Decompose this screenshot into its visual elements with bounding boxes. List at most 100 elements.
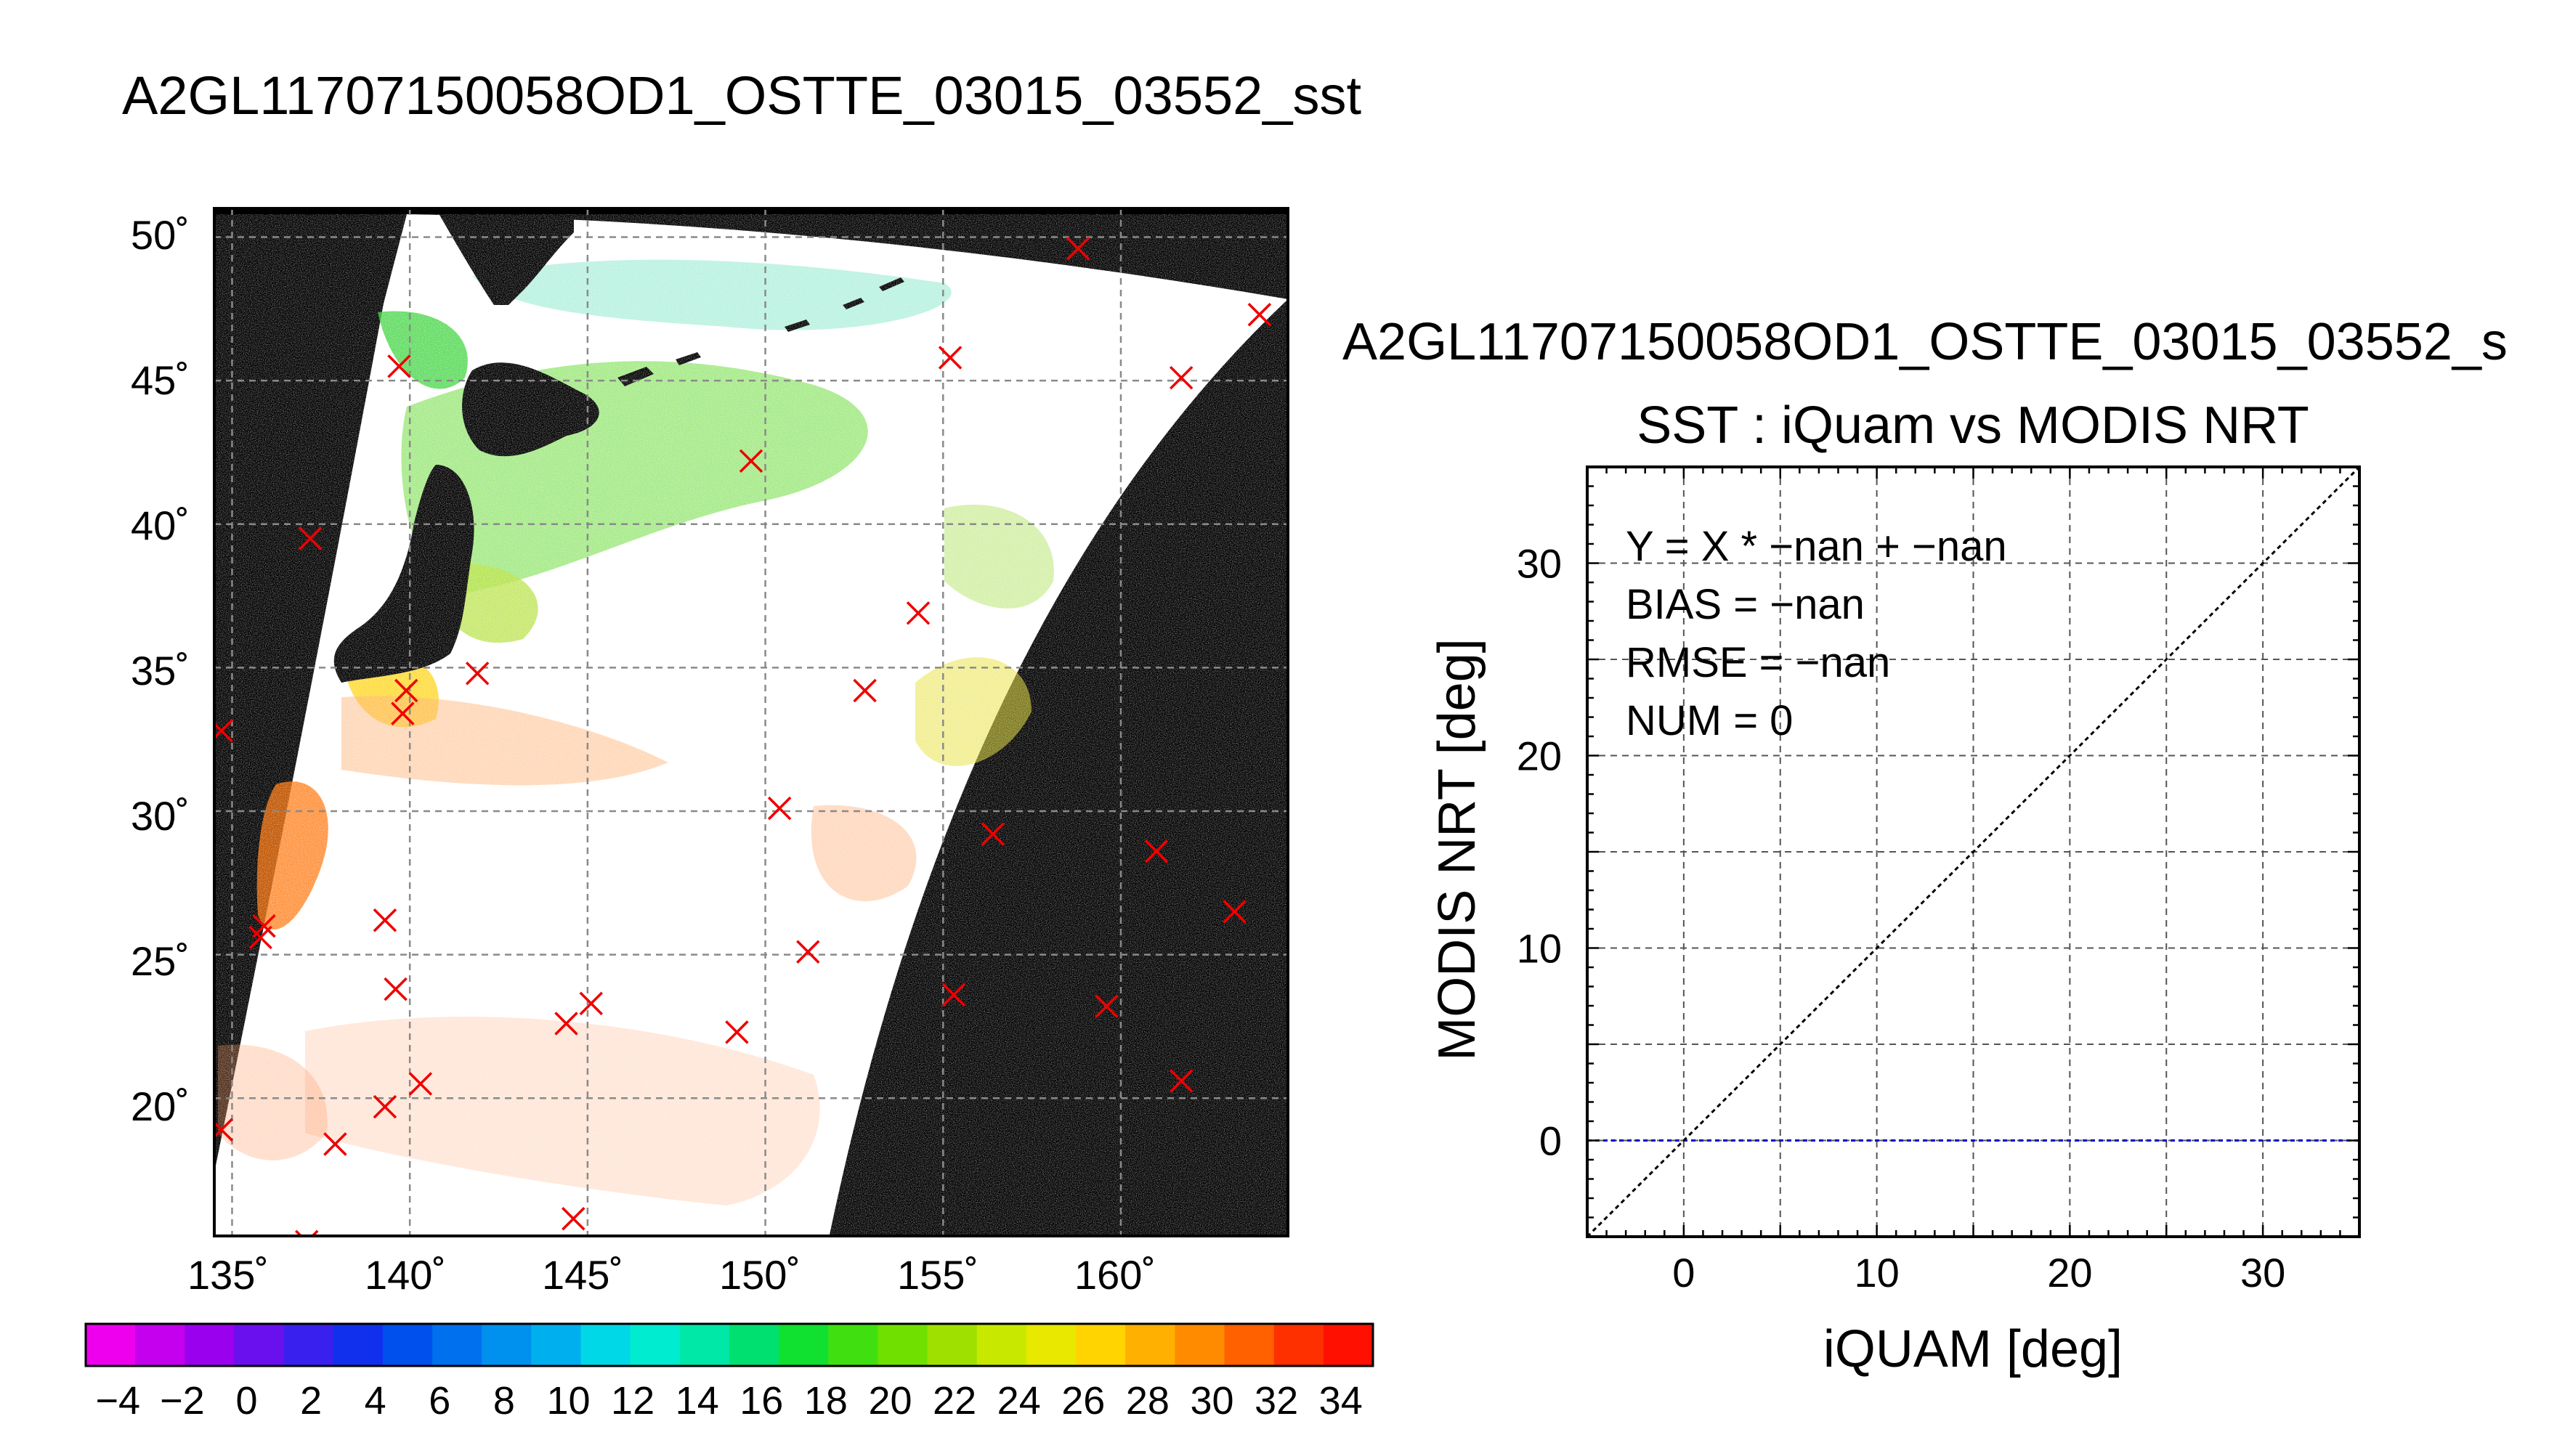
colorbar-cell	[432, 1324, 482, 1366]
colorbar-cell	[976, 1324, 1027, 1366]
scatter-x-tick-label: 10	[1854, 1250, 1899, 1296]
scatter-x-label: iQUAM [deg]	[1823, 1320, 2123, 1378]
map-lon-labels: 135˚ 140˚ 145˚ 150˚ 155˚ 160˚	[187, 1252, 1156, 1298]
colorbar-cell	[234, 1324, 285, 1366]
scatter-x-tick-labels: 0 10 20 30	[1672, 1250, 2285, 1296]
station-marker-stroke	[767, 796, 792, 821]
station-marker	[1247, 303, 1272, 327]
station-marker	[579, 991, 604, 1016]
lat-tick-25: 25˚	[131, 938, 190, 984]
colorbar-cell	[86, 1324, 136, 1366]
colorbar-cell	[185, 1324, 235, 1366]
station-marker	[562, 1207, 585, 1231]
station-marker	[1066, 237, 1090, 261]
scatter-y-label: MODIS NRT [deg]	[1428, 638, 1486, 1061]
colorbar-tick-label: 6	[429, 1379, 450, 1423]
colorbar-tick-label: 24	[997, 1379, 1041, 1423]
scatter-x-tick-label: 30	[2240, 1250, 2285, 1296]
station-marker	[767, 796, 792, 821]
colorbar-tick-label: 8	[493, 1379, 515, 1423]
map-title: A2GL11707150058OD1_OSTTE_03015_03552_sst	[122, 65, 1361, 126]
station-marker-stroke	[938, 346, 963, 370]
scatter-title: SST : iQuam vs MODIS NRT	[1637, 396, 2309, 455]
station-marker	[1144, 839, 1169, 863]
lon-tick-150: 150˚	[719, 1252, 801, 1298]
lat-tick-30: 30˚	[131, 793, 190, 839]
station-marker	[214, 1118, 234, 1142]
map-plot	[214, 208, 1288, 1236]
station-marker-stroke	[248, 925, 272, 950]
station-marker-stroke	[323, 1132, 347, 1156]
colorbar-cell	[1026, 1324, 1077, 1366]
scatter-y-tick-label: 0	[1539, 1118, 1562, 1164]
colorbar-cell	[1224, 1324, 1275, 1366]
station-marker-stroke	[562, 1207, 585, 1231]
colorbar-cell	[878, 1324, 928, 1366]
station-marker	[938, 346, 963, 370]
station-marker	[1095, 994, 1119, 1019]
colorbar-cell	[779, 1324, 829, 1366]
colorbar-tick-label: 30	[1190, 1379, 1233, 1423]
scatter-y-tick-label: 30	[1517, 541, 1562, 587]
colorbar-cell	[1175, 1324, 1225, 1366]
identity-line	[1587, 467, 2359, 1237]
station-marker-stroke	[214, 1118, 234, 1139]
lat-tick-40: 40˚	[131, 503, 190, 548]
station-marker	[384, 977, 408, 1001]
stat-num: NUM = 0	[1626, 697, 1793, 744]
stat-bias: BIAS = −nan	[1626, 581, 1865, 628]
colorbar-cell	[135, 1324, 185, 1366]
station-marker	[465, 662, 490, 686]
station-marker	[323, 1132, 347, 1156]
colorbar-tick-label: 34	[1319, 1379, 1363, 1423]
station-marker-stroke	[579, 991, 604, 1016]
lon-tick-140: 140˚	[365, 1252, 446, 1298]
colorbar-cell	[1076, 1324, 1126, 1366]
stat-regression: Y = X * −nan + −nan	[1626, 523, 2007, 570]
station-marker	[981, 822, 1005, 846]
colorbar-cell	[382, 1324, 433, 1366]
station-marker	[295, 1229, 319, 1236]
station-marker-stroke	[725, 1020, 749, 1044]
scatter-x-tick-label: 20	[2047, 1250, 2092, 1296]
station-marker	[739, 449, 763, 473]
station-marker	[796, 940, 820, 964]
colorbar-cell	[828, 1324, 878, 1366]
scatter-y-tick-label: 10	[1517, 926, 1562, 972]
stat-rmse: RMSE = −nan	[1626, 639, 1890, 686]
colorbar-tick-label: 22	[933, 1379, 976, 1423]
colorbar-cell	[1323, 1324, 1374, 1366]
colorbar-tick-label: 12	[611, 1379, 655, 1423]
station-marker-stroke	[1247, 303, 1272, 327]
station-marker	[725, 1020, 749, 1044]
colorbar-tick-label: 16	[739, 1379, 783, 1423]
colorbar-labels: −4 −2 0 2 4 6 8 10 12 14 16 18 20 22 24 26 28 30 32 34	[96, 1379, 1363, 1423]
station-marker-stroke	[1169, 365, 1194, 390]
station-marker-stroke	[554, 1012, 578, 1036]
lon-tick-145: 145˚	[542, 1252, 623, 1298]
colorbar-tick-label: 14	[676, 1379, 719, 1423]
swath-texture	[215, 214, 1288, 1236]
station-marker-stroke	[373, 1094, 397, 1119]
station-marker-stroke	[906, 601, 931, 625]
station-marker-stroke	[214, 719, 234, 740]
station-marker-stroke	[1095, 994, 1119, 1019]
station-marker-stroke	[298, 526, 323, 550]
station-marker-stroke	[391, 701, 415, 725]
scatter-plot: 0 10 20 30 0 10 20 30	[1517, 465, 2361, 1296]
lat-tick-45: 45˚	[131, 357, 190, 403]
station-marker	[408, 1072, 433, 1096]
station-marker-stroke	[796, 940, 820, 964]
station-marker-stroke	[373, 908, 397, 932]
colorbar-tick-label: 0	[235, 1379, 257, 1423]
station-marker	[387, 354, 411, 378]
station-marker-stroke	[394, 678, 418, 703]
colorbar-tick-label: 4	[365, 1379, 386, 1423]
lat-tick-35: 35˚	[131, 648, 190, 694]
station-marker-stroke	[387, 354, 411, 378]
colorbar-tick-label: −4	[96, 1379, 141, 1423]
colorbar-tick-label: 18	[804, 1379, 848, 1423]
station-marker-stroke	[1144, 839, 1169, 863]
station-marker	[554, 1012, 578, 1036]
